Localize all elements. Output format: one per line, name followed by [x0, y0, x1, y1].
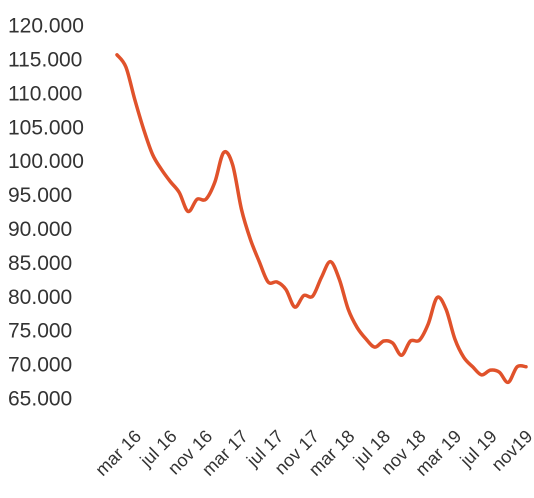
y-tick-label: 110.000	[8, 82, 82, 105]
y-tick-label: 75.000	[8, 320, 72, 343]
y-tick-label: 100.000	[8, 150, 84, 173]
y-tick-label: 70.000	[8, 354, 72, 377]
y-tick-label: 90.000	[8, 218, 72, 241]
y-tick-label: 120.000	[8, 15, 84, 38]
x-tick-label: mar 16	[91, 426, 145, 480]
y-tick-label: 65.000	[8, 388, 72, 411]
y-tick-label: 95.000	[8, 184, 72, 207]
y-tick-label: 105.000	[8, 116, 84, 139]
x-tick-label: nov19	[488, 426, 534, 475]
y-tick-label: 115.000	[8, 48, 82, 71]
y-tick-label: 80.000	[8, 286, 72, 309]
y-tick-label: 85.000	[8, 252, 72, 275]
line-series	[115, 53, 528, 385]
